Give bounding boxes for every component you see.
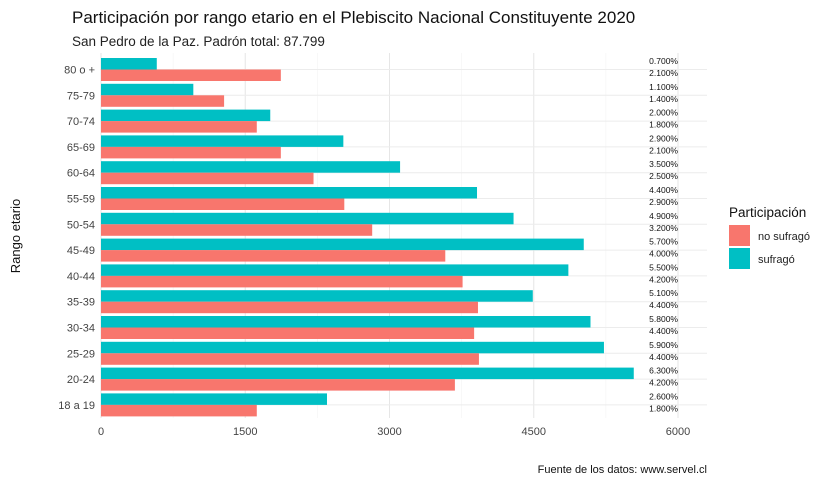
pct-label-sufrago: 5.500% xyxy=(649,262,678,272)
pct-label-no-sufrago: 3.200% xyxy=(649,223,678,233)
bar-sufrago xyxy=(101,161,401,173)
bar-sufrago xyxy=(101,290,533,302)
legend: Participación no sufragó sufragó xyxy=(729,205,810,269)
bar-no-sufrago xyxy=(101,172,314,185)
bar-no-sufrago xyxy=(101,379,455,391)
pct-label-no-sufrago: 1.800% xyxy=(649,403,678,413)
pct-label-sufrago: 5.100% xyxy=(649,288,678,298)
x-tick-label: 1500 xyxy=(233,426,257,438)
y-tick-label: 25-29 xyxy=(67,348,95,360)
x-tick-label: 6000 xyxy=(666,426,690,438)
bar-no-sufrago xyxy=(101,275,463,288)
pct-label-sufrago: 5.900% xyxy=(649,340,678,350)
bar-sufrago xyxy=(101,135,344,147)
bar-sufrago xyxy=(101,58,157,70)
y-tick-label: 75-79 xyxy=(67,90,95,102)
bars-group xyxy=(101,58,634,417)
bar-sufrago xyxy=(101,341,604,354)
bar-no-sufrago xyxy=(101,95,225,107)
bar-sufrago xyxy=(101,367,634,380)
y-tick-label: 30-34 xyxy=(67,323,95,335)
pct-label-no-sufrago: 2.500% xyxy=(649,171,678,181)
bar-no-sufrago xyxy=(101,327,475,339)
bar-sufrago xyxy=(101,316,591,328)
x-tick-label: 3000 xyxy=(377,426,401,438)
x-tick-label: 4500 xyxy=(522,426,546,438)
y-tick-label: 70-74 xyxy=(67,116,95,128)
pct-label-sufrago: 4.400% xyxy=(649,185,678,195)
pct-label-sufrago: 1.100% xyxy=(649,82,678,92)
pct-label-sufrago: 4.900% xyxy=(649,211,678,221)
chart-subtitle: San Pedro de la Paz. Padrón total: 87.79… xyxy=(72,34,325,49)
pct-label-sufrago: 5.800% xyxy=(649,314,678,324)
legend-swatch xyxy=(729,248,750,269)
y-tick-label: 18 a 19 xyxy=(58,400,95,412)
y-tick-label: 40-44 xyxy=(67,271,95,283)
y-tick-label: 35-39 xyxy=(67,297,95,309)
y-tick-label: 20-24 xyxy=(67,374,95,386)
legend-label: sufragó xyxy=(758,254,795,266)
pct-label-no-sufrago: 4.200% xyxy=(649,274,678,284)
pct-label-sufrago: 2.000% xyxy=(649,108,678,118)
pct-label-no-sufrago: 1.400% xyxy=(649,94,678,104)
bar-no-sufrago xyxy=(101,353,479,365)
pct-label-sufrago: 0.700% xyxy=(649,56,678,66)
pct-label-no-sufrago: 2.100% xyxy=(649,145,678,155)
legend-label: no sufragó xyxy=(758,231,810,243)
pct-label-sufrago: 2.600% xyxy=(649,391,678,401)
y-tick-label: 45-49 xyxy=(67,245,95,257)
bar-sufrago xyxy=(101,109,271,122)
bar-sufrago xyxy=(101,264,569,276)
bar-no-sufrago xyxy=(101,69,281,81)
y-tick-label: 50-54 xyxy=(67,219,95,231)
chart-title: Participación por rango etario en el Ple… xyxy=(72,8,635,27)
y-tick-label: 65-69 xyxy=(67,142,95,154)
y-tick-label: 80 o + xyxy=(64,65,95,77)
pct-label-no-sufrago: 4.400% xyxy=(649,300,678,310)
bar-no-sufrago xyxy=(101,198,345,210)
y-tick-label: 55-59 xyxy=(67,194,95,206)
pct-label-no-sufrago: 4.200% xyxy=(649,378,678,388)
bar-sufrago xyxy=(101,238,584,251)
pct-label-no-sufrago: 4.000% xyxy=(649,249,678,259)
bar-no-sufrago xyxy=(101,146,281,159)
y-axis-ticks: 80 o + 75-79 70-74 65-69 60-64 55-59 50-54 45-4… xyxy=(58,65,95,412)
x-tick-label: 0 xyxy=(98,426,104,438)
pct-label-no-sufrago: 4.400% xyxy=(649,352,678,362)
pct-label-sufrago: 2.900% xyxy=(649,133,678,143)
y-axis-label: Rango etario xyxy=(8,199,23,273)
bar-no-sufrago xyxy=(101,301,478,314)
legend-swatch xyxy=(729,225,750,246)
percentage-labels: 0.700% 2.100% 1.100% 1.400% 2.000% 1.800% 2.90… xyxy=(649,56,678,413)
pct-label-no-sufrago: 2.900% xyxy=(649,197,678,207)
bar-no-sufrago xyxy=(101,404,257,417)
pct-label-sufrago: 6.300% xyxy=(649,366,678,376)
bar-sufrago xyxy=(101,393,327,405)
pct-label-sufrago: 3.500% xyxy=(649,159,678,169)
bar-sufrago xyxy=(101,83,194,96)
bar-no-sufrago xyxy=(101,121,257,133)
bar-no-sufrago xyxy=(101,224,373,236)
caption: Fuente de los datos: www.servel.cl xyxy=(538,464,707,476)
bar-sufrago xyxy=(101,212,514,225)
x-axis-ticks: 0 1500 3000 4500 6000 xyxy=(98,426,690,438)
pct-label-no-sufrago: 2.100% xyxy=(649,68,678,78)
pct-label-no-sufrago: 4.400% xyxy=(649,326,678,336)
pct-label-no-sufrago: 1.800% xyxy=(649,120,678,130)
bar-no-sufrago xyxy=(101,250,446,262)
pct-label-sufrago: 5.700% xyxy=(649,237,678,247)
bar-sufrago xyxy=(101,187,478,199)
y-tick-label: 60-64 xyxy=(67,168,95,180)
legend-title: Participación xyxy=(729,205,806,220)
